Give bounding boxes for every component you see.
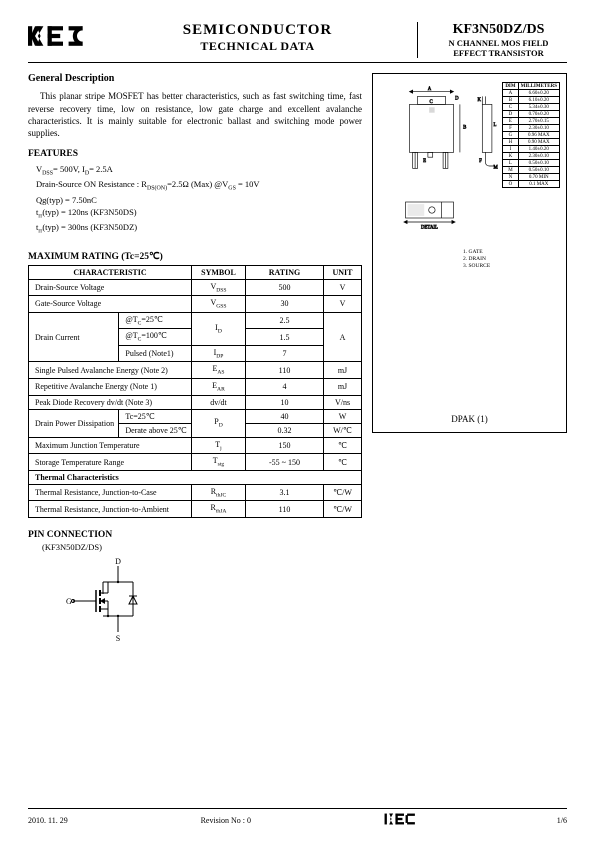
features-heading: FEATURES xyxy=(28,149,362,159)
dim-row: H0.90 MAX xyxy=(503,139,560,146)
footer-page: 1/6 xyxy=(557,816,567,825)
dim-row: A6.60±0.20 xyxy=(503,90,560,97)
dim-row: C5.34±0.30 xyxy=(503,104,560,111)
pin-g-label: G xyxy=(66,597,72,606)
pin-diagram: D xyxy=(48,554,188,644)
dim-row: B6.10±0.20 xyxy=(503,97,560,104)
dim-row: M0.50±0.10 xyxy=(503,167,560,174)
table-row: Drain Current@TC=25℃ID2.5A xyxy=(29,312,362,329)
svg-text:K: K xyxy=(478,99,482,104)
dim-row: D0.70±0.20 xyxy=(503,111,560,118)
svg-text:A: A xyxy=(428,87,432,92)
svg-text:F: F xyxy=(479,159,482,164)
thermal-header: Thermal Characteristics xyxy=(29,470,362,484)
part-title: KF3N50DZ/DS N CHANNEL MOS FIELD EFFECT T… xyxy=(417,22,567,58)
table-row: Peak Diode Recovery dv/dt (Note 3)dv/dt1… xyxy=(29,395,362,409)
doc-title: SEMICONDUCTOR TECHNICAL DATA xyxy=(98,22,417,54)
dim-row: N0.70 MIN xyxy=(503,174,560,181)
general-heading: General Description xyxy=(28,73,362,84)
part-number: KF3N50DZ/DS xyxy=(430,22,567,38)
title-line-2: TECHNICAL DATA xyxy=(98,39,417,54)
pin-s-label: S xyxy=(116,634,120,643)
table-row: Gate-Source VoltageVGSS30V xyxy=(29,296,362,313)
table-row: Thermal Resistance, Junction-to-AmbientR… xyxy=(29,501,362,518)
part-sub-2: EFFECT TRANSISTOR xyxy=(430,48,567,58)
dim-row: G0.96 MAX xyxy=(503,132,560,139)
svg-text:E: E xyxy=(423,159,426,164)
dim-row: E2.70±0.15 xyxy=(503,118,560,125)
feature-item: trr(typ) = 120ns (KF3N50DS) xyxy=(28,206,362,221)
page-header: SEMICONDUCTOR TECHNICAL DATA KF3N50DZ/DS… xyxy=(28,22,567,58)
package-panel: A B C D E K L F M xyxy=(372,73,567,433)
dim-row: F2.30±0.10 xyxy=(503,125,560,132)
table-row: Repetitive Avalanche Energy (Note 1)EAR4… xyxy=(29,379,362,396)
dim-row: K2.30±0.10 xyxy=(503,153,560,160)
pin-sub: (KF3N50DZ/DS) xyxy=(28,542,362,552)
feature-item: Drain-Source ON Resistance : RDS(ON)=2.5… xyxy=(28,178,362,193)
footer-date: 2010. 11. 29 xyxy=(28,816,68,825)
feature-item: trr(typ) = 300ns (KF3N50DZ) xyxy=(28,221,362,236)
table-row: Drain Power DissipationTc=25℃PD40W xyxy=(29,409,362,423)
feature-item: Qg(typ) = 7.50nC xyxy=(28,194,362,206)
col-rat: RATING xyxy=(246,265,324,279)
footer-rev: Revision No : 0 xyxy=(201,816,251,825)
features-list: VDSS= 500V, ID= 2.5ADrain-Source ON Resi… xyxy=(28,163,362,237)
legend-item: 3. SOURCE xyxy=(463,263,490,270)
kec-logo xyxy=(28,22,98,50)
rating-header-row: CHARACTERISTIC SYMBOL RATING UNIT xyxy=(29,265,362,279)
pin-d-label: D xyxy=(115,557,121,566)
svg-text:M: M xyxy=(494,166,499,171)
header-rule xyxy=(28,62,567,63)
pin-legend: 1. GATE2. DRAIN3. SOURCE xyxy=(463,249,490,269)
title-line-1: SEMICONDUCTOR xyxy=(98,22,417,39)
pin-heading: PIN CONNECTION xyxy=(28,530,362,540)
feature-item: VDSS= 500V, ID= 2.5A xyxy=(28,163,362,178)
svg-text:DETAIL: DETAIL xyxy=(421,226,438,231)
dim-row: I1.40±0.20 xyxy=(503,146,560,153)
dim-row: L0.50±0.10 xyxy=(503,160,560,167)
table-row: Storage Temperature RangeTstg-55 ~ 150℃ xyxy=(29,454,362,471)
table-row: Single Pulsed Avalanche Energy (Note 2)E… xyxy=(29,362,362,379)
rating-table: CHARACTERISTIC SYMBOL RATING UNIT Drain-… xyxy=(28,265,362,519)
svg-text:C: C xyxy=(429,100,432,105)
page-footer: 2010. 11. 29 Revision No : 0 1/6 xyxy=(28,808,567,828)
dimension-table: DIMMILLIMETERS A6.60±0.20B6.10±0.20C5.34… xyxy=(502,82,560,188)
legend-item: 1. GATE xyxy=(463,249,490,256)
svg-text:D: D xyxy=(455,97,459,102)
package-label: DPAK (1) xyxy=(373,414,566,424)
table-row: Maximum Junction TemperatureTj150℃ xyxy=(29,437,362,454)
table-row: Drain-Source VoltageVDSS500V xyxy=(29,279,362,296)
part-sub-1: N CHANNEL MOS FIELD xyxy=(430,38,567,48)
col-unit: UNIT xyxy=(324,265,362,279)
col-char: CHARACTERISTIC xyxy=(29,265,192,279)
rating-heading: MAXIMUM RATING (Tc=25℃) xyxy=(28,251,362,262)
col-sym: SYMBOL xyxy=(192,265,246,279)
svg-text:L: L xyxy=(494,123,497,128)
table-row: Thermal Resistance, Junction-to-CaseRthJ… xyxy=(29,484,362,501)
footer-logo xyxy=(384,812,424,828)
general-text: This planar stripe MOSFET has better cha… xyxy=(28,90,362,139)
legend-item: 2. DRAIN xyxy=(463,256,490,263)
dim-row: O0.1 MAX xyxy=(503,181,560,188)
svg-text:B: B xyxy=(463,126,466,131)
